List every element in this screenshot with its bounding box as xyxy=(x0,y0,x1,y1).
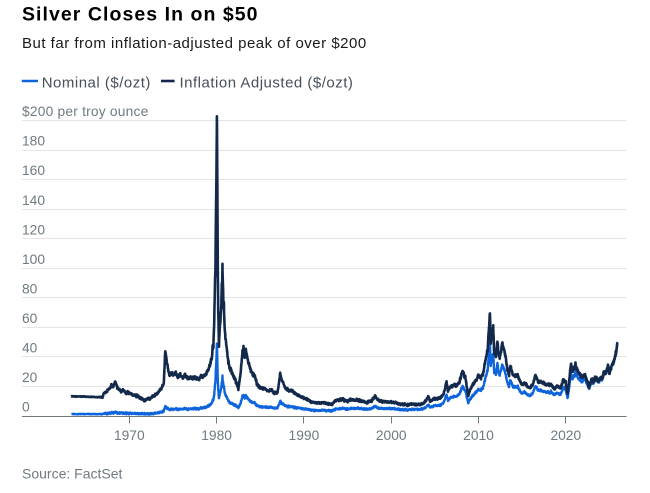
svg-text:2020: 2020 xyxy=(550,428,581,443)
svg-text:Source: FactSet: Source: FactSet xyxy=(22,466,122,482)
svg-text:100: 100 xyxy=(22,252,45,267)
svg-text:2010: 2010 xyxy=(463,428,494,443)
svg-text:0: 0 xyxy=(22,400,30,415)
svg-text:80: 80 xyxy=(22,281,38,296)
svg-text:40: 40 xyxy=(22,341,38,356)
svg-text:But far from inflation-adjuste: But far from inflation-adjusted peak of … xyxy=(22,35,367,52)
svg-text:$200 per troy ounce: $200 per troy ounce xyxy=(22,104,149,119)
svg-text:140: 140 xyxy=(22,193,45,208)
svg-text:1990: 1990 xyxy=(289,428,320,443)
svg-text:160: 160 xyxy=(22,163,45,178)
svg-text:120: 120 xyxy=(22,222,45,237)
svg-text:180: 180 xyxy=(22,134,45,149)
svg-text:60: 60 xyxy=(22,311,38,326)
svg-text:2000: 2000 xyxy=(376,428,407,443)
svg-text:20: 20 xyxy=(22,370,38,385)
svg-text:1980: 1980 xyxy=(201,428,232,443)
svg-text:Nominal ($/ozt): Nominal ($/ozt) xyxy=(42,74,151,91)
svg-text:Inflation Adjusted ($/ozt): Inflation Adjusted ($/ozt) xyxy=(180,74,354,91)
svg-text:1970: 1970 xyxy=(114,428,145,443)
svg-text:Silver Closes In on $50: Silver Closes In on $50 xyxy=(22,4,259,26)
